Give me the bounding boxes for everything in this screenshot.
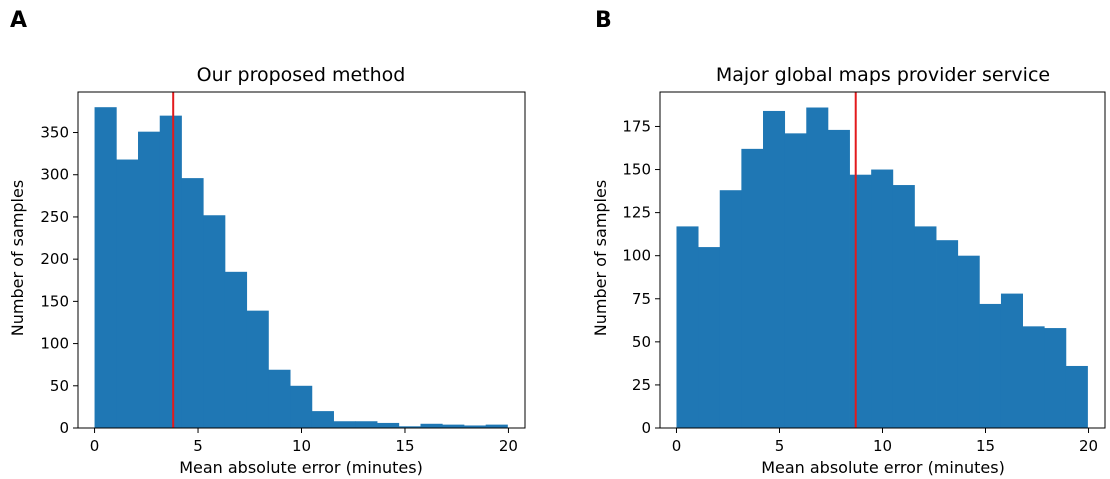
histogram-bar [203,215,226,428]
chart-title-a: Our proposed method [197,64,406,86]
histogram-b-svg: B Major global maps provider service Mea… [591,8,1106,477]
histogram-bar [94,107,117,428]
histogram-bar [892,185,915,428]
histogram-bar [116,159,139,428]
y-axis-label-b: Number of samples [591,180,610,336]
histogram-bar [763,110,786,428]
plot-area-b: 0 5 10 15 20 0 25 50 75 100 125 150 175 [622,91,1106,455]
histogram-bar [871,169,894,429]
histogram-bar [463,425,487,428]
histogram-bar [849,174,872,428]
histogram-bar [1044,328,1067,428]
histogram-bar [741,148,764,428]
y-tick-label: 125 [622,204,651,222]
histogram-bar [1000,293,1023,428]
y-tick-label: 200 [40,250,69,268]
x-tick-label: 5 [193,437,203,455]
y-tick-label: 150 [622,161,651,179]
histogram-bar [138,131,161,428]
x-tick-label: 5 [775,437,785,455]
y-tick-label: 300 [40,166,69,184]
histogram-bar [1065,365,1088,428]
y-tick-label: 150 [40,292,69,310]
x-tick-label: 20 [499,437,518,455]
x-tick-label: 15 [395,437,414,455]
histogram-bar [377,422,400,428]
panel-label-b: B [595,8,612,33]
histogram-bar [181,178,204,428]
panel-label-a: A [10,8,27,33]
histogram-bar [268,369,291,428]
histogram-bar [442,424,465,428]
y-tick-label: 25 [632,376,651,394]
y-tick-label: 250 [40,208,69,226]
histogram-bar [333,421,356,428]
x-tick-label: 20 [1079,437,1098,455]
histogram-bar [485,424,508,428]
histogram-a-svg: A Our proposed method Mean absolute erro… [8,8,526,477]
histogram-bar [936,240,959,428]
histogram-panel-a: A Our proposed method Mean absolute erro… [8,8,526,477]
x-tick-label: 0 [672,437,682,455]
y-tick-label: 100 [622,247,651,265]
x-tick-label: 10 [292,437,311,455]
x-axis-label-b: Mean absolute error (minutes) [761,458,1005,477]
histogram-bar [676,226,699,428]
histogram-bar [290,385,313,428]
y-tick-label: 175 [622,117,651,135]
histogram-bar [698,247,721,428]
histogram-bar [827,129,850,428]
histogram-bar [224,271,248,428]
y-tick-label: 350 [40,124,69,142]
histogram-bar [1022,326,1045,428]
histogram-bar [159,115,182,429]
y-axis-label-a: Number of samples [8,180,27,336]
histogram-bar [914,226,937,428]
chart-title-b: Major global maps provider service [716,64,1050,86]
y-tick-label: 50 [50,377,69,395]
y-tick-label: 100 [40,335,69,353]
x-tick-label: 10 [873,437,892,455]
histogram-bar [979,303,1002,428]
histogram-bar [311,411,334,428]
x-tick-label: 0 [90,437,100,455]
y-tick-label: 0 [59,419,69,437]
histogram-bar [420,423,443,428]
histogram-panel-b: B Major global maps provider service Mea… [555,0,1110,479]
y-tick-label: 50 [632,333,651,351]
x-axis-label-a: Mean absolute error (minutes) [179,458,423,477]
histogram-bar [806,107,829,428]
histogram-bar [355,421,378,428]
y-tick-label: 0 [641,419,651,437]
histogram-bar [246,310,269,428]
histogram-bar [398,426,421,428]
y-tick-label: 75 [632,290,651,308]
histogram-bar [957,255,980,428]
histogram-bar [719,190,742,428]
x-tick-label: 15 [976,437,995,455]
histogram-bar [784,133,807,428]
